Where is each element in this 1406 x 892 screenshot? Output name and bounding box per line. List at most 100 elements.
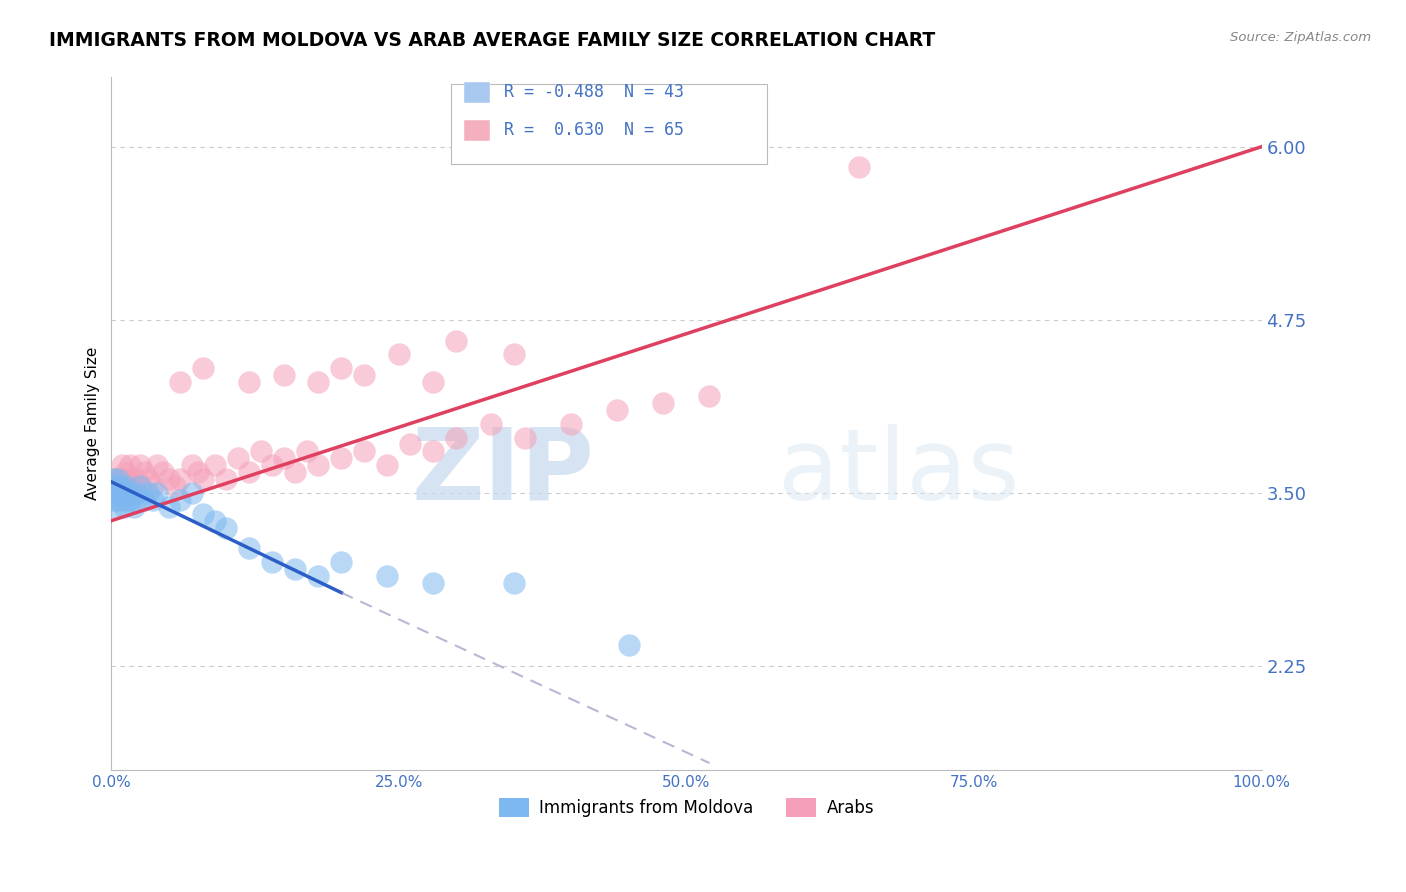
Point xyxy=(169,492,191,507)
Point xyxy=(105,492,128,507)
FancyBboxPatch shape xyxy=(464,82,489,103)
Point xyxy=(157,500,180,514)
Point xyxy=(142,492,165,507)
Point xyxy=(121,492,143,507)
Point xyxy=(479,417,502,431)
Point xyxy=(262,458,284,473)
Point xyxy=(104,472,127,486)
Point xyxy=(193,507,215,521)
Point xyxy=(503,576,526,591)
Point xyxy=(284,562,307,576)
Point xyxy=(112,472,135,486)
Point xyxy=(388,347,411,361)
Point xyxy=(107,486,129,500)
Point xyxy=(115,479,138,493)
Point xyxy=(606,402,628,417)
Point xyxy=(111,486,134,500)
Point xyxy=(124,479,146,493)
Point xyxy=(163,479,186,493)
Point xyxy=(114,465,136,479)
Point xyxy=(117,486,139,500)
Point xyxy=(132,492,155,507)
Point xyxy=(204,514,226,528)
Point xyxy=(103,492,125,507)
Point xyxy=(125,486,148,500)
Point xyxy=(215,472,238,486)
Point xyxy=(515,431,537,445)
Point xyxy=(105,479,128,493)
Point xyxy=(111,479,134,493)
Text: atlas: atlas xyxy=(779,424,1021,521)
Point xyxy=(105,486,128,500)
Point xyxy=(652,396,675,410)
Point xyxy=(169,375,191,389)
Point xyxy=(238,541,260,556)
Point xyxy=(377,569,399,583)
Point xyxy=(848,161,870,175)
Text: R = -0.488  N = 43: R = -0.488 N = 43 xyxy=(503,83,683,102)
Point xyxy=(353,368,375,383)
Point xyxy=(101,472,124,486)
Point xyxy=(108,472,131,486)
Point xyxy=(422,576,444,591)
Point xyxy=(124,500,146,514)
Point xyxy=(114,486,136,500)
Point xyxy=(104,500,127,514)
Point xyxy=(125,472,148,486)
Point xyxy=(238,465,260,479)
Point xyxy=(330,555,353,569)
Point xyxy=(295,444,318,458)
Point xyxy=(193,472,215,486)
Point xyxy=(353,444,375,458)
Point xyxy=(136,472,159,486)
Point xyxy=(560,417,582,431)
Point xyxy=(101,479,124,493)
Point xyxy=(238,375,260,389)
Point xyxy=(187,465,209,479)
Point xyxy=(307,375,329,389)
Point xyxy=(399,437,422,451)
Text: ZIP: ZIP xyxy=(412,424,595,521)
Legend: Immigrants from Moldova, Arabs: Immigrants from Moldova, Arabs xyxy=(492,791,880,824)
Point xyxy=(111,492,134,507)
Point xyxy=(446,431,468,445)
Point xyxy=(146,458,169,473)
Point xyxy=(105,492,128,507)
Point xyxy=(503,347,526,361)
Point xyxy=(262,555,284,569)
Point xyxy=(181,486,204,500)
Point xyxy=(115,486,138,500)
Point xyxy=(118,458,141,473)
Point xyxy=(169,472,191,486)
Point xyxy=(118,472,141,486)
Text: R =  0.630  N = 65: R = 0.630 N = 65 xyxy=(503,121,683,139)
Point xyxy=(129,479,152,493)
Point xyxy=(117,479,139,493)
Text: Source: ZipAtlas.com: Source: ZipAtlas.com xyxy=(1230,31,1371,45)
Point xyxy=(108,486,131,500)
Point xyxy=(699,389,721,403)
Point xyxy=(193,361,215,376)
Point xyxy=(422,375,444,389)
Point xyxy=(105,486,128,500)
Text: IMMIGRANTS FROM MOLDOVA VS ARAB AVERAGE FAMILY SIZE CORRELATION CHART: IMMIGRANTS FROM MOLDOVA VS ARAB AVERAGE … xyxy=(49,31,935,50)
Point xyxy=(215,520,238,534)
Point xyxy=(617,638,640,652)
Point xyxy=(104,486,127,500)
Point xyxy=(142,479,165,493)
Point xyxy=(132,465,155,479)
Point xyxy=(111,458,134,473)
Point xyxy=(273,368,295,383)
Point xyxy=(307,458,329,473)
Point xyxy=(103,486,125,500)
Point xyxy=(330,361,353,376)
Point xyxy=(112,500,135,514)
Point xyxy=(121,486,143,500)
Point xyxy=(118,492,141,507)
Point xyxy=(118,486,141,500)
FancyBboxPatch shape xyxy=(464,120,489,141)
Point xyxy=(377,458,399,473)
Point xyxy=(330,451,353,466)
Point xyxy=(446,334,468,348)
Point xyxy=(101,486,124,500)
